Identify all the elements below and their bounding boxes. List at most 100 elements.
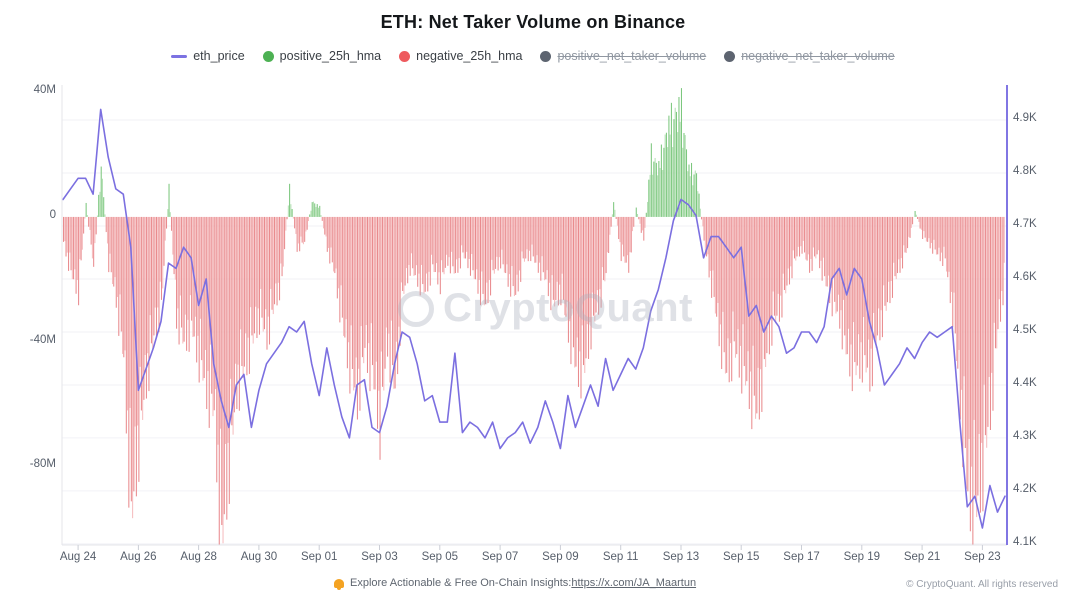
volume-bar <box>456 216 458 260</box>
volume-bar <box>788 216 791 285</box>
volume-bar <box>409 216 411 276</box>
volume-bar <box>467 216 469 269</box>
volume-bar <box>883 216 885 286</box>
volume-bar <box>619 216 621 243</box>
legend-item-negative_25h_hma[interactable]: negative_25h_hma <box>399 49 522 63</box>
eth_price-marker-icon <box>171 54 188 58</box>
volume-bar <box>653 161 655 217</box>
volume-bar <box>674 107 676 217</box>
volume-bar <box>488 216 490 281</box>
volume-bar <box>920 216 922 230</box>
volume-bar <box>340 216 342 286</box>
volume-bar <box>949 216 951 304</box>
volume-bar <box>246 216 248 376</box>
volume-bar <box>398 216 400 327</box>
volume-bar <box>683 132 685 217</box>
volume-bar <box>338 216 340 289</box>
volume-bar <box>582 216 585 366</box>
volume-bar <box>584 216 586 374</box>
volume-bar <box>757 216 759 368</box>
volume-bar <box>550 216 552 311</box>
left-axis-label: 0 <box>49 208 56 221</box>
volume-bar <box>326 216 328 252</box>
right-axis-label: 4.8K <box>1013 164 1037 177</box>
volume-bar <box>849 216 851 377</box>
volume-bar <box>171 216 173 231</box>
volume-bar <box>184 216 186 315</box>
volume-bar <box>551 216 553 276</box>
volume-bar <box>875 216 877 348</box>
volume-bar <box>320 215 322 217</box>
volume-bar <box>346 216 348 369</box>
volume-bar <box>228 216 230 504</box>
legend-item-negative_net_taker_volume[interactable]: negative_net_taker_volume <box>724 49 895 63</box>
volume-bar <box>392 216 394 366</box>
volume-bar <box>914 210 916 217</box>
legend-item-positive_net_taker_volume[interactable]: positive_net_taker_volume <box>540 49 706 63</box>
volume-bar <box>247 216 249 338</box>
volume-bar <box>216 216 218 483</box>
volume-bar <box>629 216 631 253</box>
volume-bar <box>821 216 823 281</box>
volume-bar <box>836 216 838 312</box>
volume-bar <box>137 216 139 426</box>
volume-bar <box>291 209 293 217</box>
volume-bar <box>81 216 83 250</box>
volume-bar <box>262 216 264 332</box>
volume-bar <box>73 216 75 280</box>
volume-bar <box>643 216 645 241</box>
volume-bar <box>132 216 134 519</box>
volume-bar <box>599 216 601 290</box>
volume-bar <box>437 216 439 285</box>
volume-bar <box>413 216 415 276</box>
volume-bar <box>793 216 796 259</box>
volume-bar <box>339 216 341 323</box>
volume-bar <box>552 216 554 300</box>
volume-bar <box>431 216 433 255</box>
volume-bar <box>290 204 292 217</box>
volume-bar <box>956 216 958 361</box>
volume-bar <box>959 216 961 420</box>
volume-bar <box>218 216 220 546</box>
volume-bar <box>399 216 401 346</box>
volume-bar <box>410 216 412 254</box>
volume-bar <box>685 149 688 217</box>
volume-bar <box>929 216 931 249</box>
volume-bar <box>461 216 463 246</box>
volume-bar <box>109 216 111 254</box>
volume-bar <box>495 216 497 269</box>
volume-bar <box>786 216 788 286</box>
volume-bar <box>472 216 474 271</box>
volume-bar <box>950 216 953 292</box>
volume-bar <box>220 216 222 429</box>
footer-promo-link[interactable]: https://x.com/JA_Maartun <box>571 577 697 589</box>
volume-bar <box>154 216 156 308</box>
volume-bar <box>574 216 576 368</box>
volume-bar <box>621 216 623 245</box>
volume-bar <box>242 216 244 378</box>
volume-bar <box>152 216 154 349</box>
volume-bar <box>311 202 313 217</box>
volume-bar <box>535 216 537 263</box>
volume-bar <box>302 216 304 245</box>
legend-item-eth_price[interactable]: eth_price <box>171 49 245 63</box>
volume-bar <box>343 216 345 336</box>
volume-bar <box>341 216 343 318</box>
volume-bar <box>894 216 896 277</box>
volume-bar <box>448 216 450 258</box>
legend-item-positive_25h_hma[interactable]: positive_25h_hma <box>262 49 381 63</box>
volume-bar <box>417 216 419 287</box>
volume-bar <box>380 216 382 352</box>
volume-bar <box>268 216 271 345</box>
volume-bar <box>689 176 691 217</box>
volume-bar <box>831 216 833 317</box>
volume-bar <box>540 216 542 281</box>
volume-bar <box>594 216 596 322</box>
right-axis-label: 4.9K <box>1013 111 1037 124</box>
volume-bar <box>321 216 323 221</box>
volume-bar <box>589 216 591 323</box>
volume-bar <box>672 147 674 217</box>
volume-bar <box>474 216 477 280</box>
